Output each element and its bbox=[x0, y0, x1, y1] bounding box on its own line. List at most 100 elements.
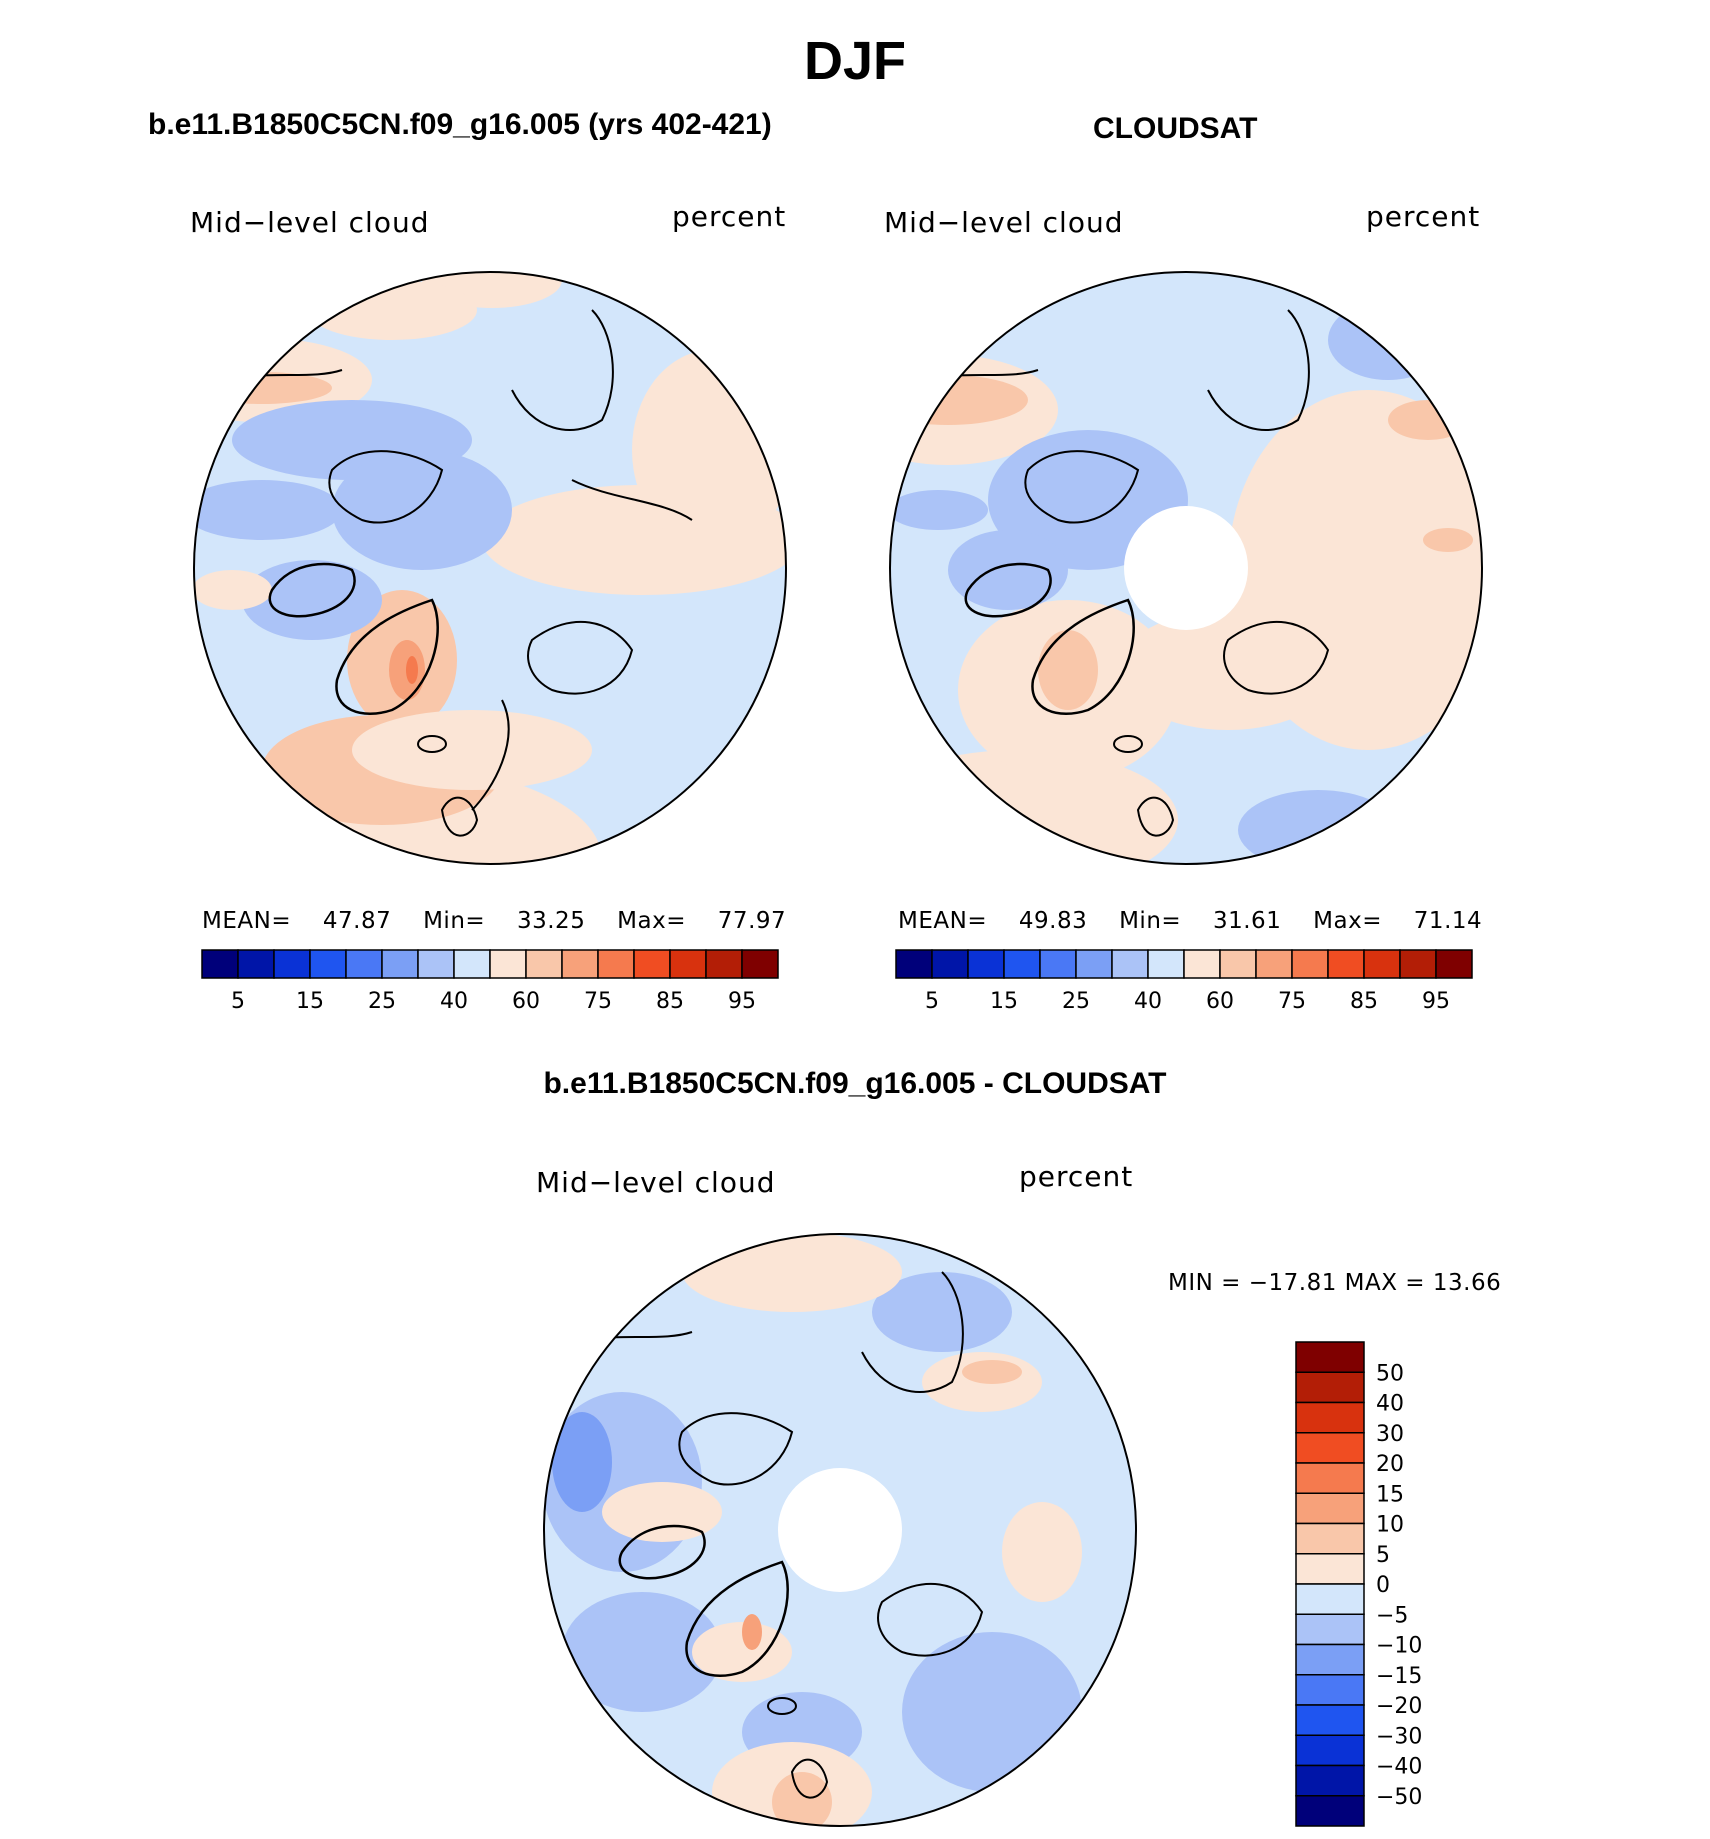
obs-mean-label: MEAN= bbox=[898, 908, 988, 934]
obs-colorbar-swatch bbox=[1039, 949, 1077, 979]
diff-colorbar-tick-label: −15 bbox=[1376, 1664, 1422, 1689]
obs-colorbar-swatch bbox=[931, 949, 969, 979]
model-colorbar-tick-label: 85 bbox=[656, 989, 684, 1014]
diff-colorbar-swatch bbox=[1295, 1734, 1365, 1767]
diff-colorbar-tick-label: −40 bbox=[1376, 1755, 1422, 1780]
diff-polar-map bbox=[543, 1233, 1137, 1827]
model-colorbar-swatch bbox=[273, 949, 311, 979]
diff-colorbar-swatch bbox=[1295, 1553, 1365, 1585]
model-colorbar-tick-label: 95 bbox=[728, 989, 756, 1014]
diff-colorbar-tick-label: 15 bbox=[1376, 1482, 1404, 1507]
diff-colorbar-swatch bbox=[1295, 1462, 1365, 1494]
obs-colorbar-tick-label: 40 bbox=[1134, 989, 1162, 1014]
model-colorbar-tick-label: 5 bbox=[231, 989, 245, 1014]
model-colorbar-swatch bbox=[561, 949, 599, 979]
diff-colorbar-tick-label: −5 bbox=[1376, 1603, 1408, 1628]
obs-max-label: Max= bbox=[1313, 908, 1382, 934]
model-stats: MEAN= 47.87 Min= 33.25 Max= 77.97 bbox=[202, 908, 786, 934]
model-colorbar-swatch bbox=[309, 949, 347, 979]
obs-min-label: Min= bbox=[1119, 908, 1182, 934]
model-units-label: percent bbox=[672, 200, 787, 233]
obs-colorbar-swatch bbox=[895, 949, 933, 979]
obs-colorbar-swatch bbox=[1111, 949, 1149, 979]
obs-colorbar-swatch bbox=[1327, 949, 1365, 979]
model-colorbar-swatch bbox=[633, 949, 671, 979]
diff-colorbar-swatch bbox=[1295, 1583, 1365, 1615]
model-colorbar-tick-label: 60 bbox=[512, 989, 540, 1014]
model-colorbar: 5 15 25 40 60 75 85 95 bbox=[201, 949, 779, 1014]
diff-colorbar-swatch bbox=[1295, 1704, 1365, 1736]
model-colorbar-tick-label: 75 bbox=[584, 989, 612, 1014]
obs-colorbar-swatch bbox=[1147, 949, 1185, 979]
obs-colorbar-tick-label: 60 bbox=[1206, 989, 1234, 1014]
model-max-label: Max= bbox=[617, 908, 686, 934]
model-colorbar-swatch bbox=[417, 949, 455, 979]
diff-colorbar-swatch bbox=[1295, 1371, 1365, 1404]
obs-colorbar-tick-label: 5 bbox=[925, 989, 939, 1014]
obs-colorbar-tick-label: 85 bbox=[1350, 989, 1378, 1014]
obs-variable-label: Mid−level cloud bbox=[884, 206, 1124, 239]
main-title: DJF bbox=[803, 31, 906, 91]
obs-colorbar-swatch bbox=[1219, 949, 1257, 979]
diff-minmax: MIN = −17.81 MAX = 13.66 bbox=[1168, 1270, 1502, 1296]
model-min-label: Min= bbox=[423, 908, 486, 934]
obs-colorbar-swatch bbox=[1255, 949, 1293, 979]
obs-colorbar-tick-label: 15 bbox=[990, 989, 1018, 1014]
model-mean-label: MEAN= bbox=[202, 908, 292, 934]
diff-colorbar-swatch bbox=[1295, 1643, 1365, 1676]
obs-colorbar-swatch bbox=[1075, 949, 1113, 979]
diff-colorbar-tick-label: −10 bbox=[1376, 1634, 1422, 1659]
model-colorbar-swatch bbox=[489, 949, 527, 979]
obs-min-value: 31.61 bbox=[1212, 908, 1282, 934]
model-colorbar-swatch bbox=[669, 949, 707, 979]
model-panel-title: b.e11.B1850C5CN.f09_g16.005 (yrs 402-421… bbox=[148, 108, 772, 141]
model-polar-map bbox=[193, 271, 787, 865]
diff-colorbar-swatch bbox=[1295, 1522, 1365, 1555]
model-colorbar-tick-label: 25 bbox=[368, 989, 396, 1014]
obs-units-label: percent bbox=[1366, 200, 1481, 233]
diff-panel-title: b.e11.B1850C5CN.f09_g16.005 - CLOUDSAT bbox=[543, 1067, 1167, 1100]
model-colorbar-swatch bbox=[381, 949, 419, 979]
diff-colorbar-tick-label: 0 bbox=[1376, 1573, 1390, 1598]
obs-colorbar-tick-label: 25 bbox=[1062, 989, 1090, 1014]
model-colorbar-swatch bbox=[705, 949, 743, 979]
obs-colorbar-swatch bbox=[1291, 949, 1329, 979]
model-colorbar-swatch bbox=[345, 949, 383, 979]
model-colorbar-swatch bbox=[741, 949, 779, 979]
diff-colorbar-swatch bbox=[1295, 1764, 1365, 1797]
model-colorbar-swatch bbox=[525, 949, 563, 979]
diff-colorbar-tick-label: −30 bbox=[1376, 1724, 1422, 1749]
obs-colorbar-tick-label: 75 bbox=[1278, 989, 1306, 1014]
model-min-value: 33.25 bbox=[516, 908, 586, 934]
obs-stats: MEAN= 49.83 Min= 31.61 Max= 71.14 bbox=[898, 908, 1482, 934]
diff-colorbar-tick-label: 20 bbox=[1376, 1452, 1404, 1477]
model-colorbar-swatch bbox=[201, 949, 239, 979]
model-colorbar-tick-label: 15 bbox=[296, 989, 324, 1014]
obs-colorbar-swatch bbox=[1183, 949, 1221, 979]
diff-colorbar-swatch bbox=[1295, 1341, 1365, 1373]
diff-units-label: percent bbox=[1019, 1160, 1134, 1193]
diff-colorbar-swatch bbox=[1295, 1674, 1365, 1706]
model-mean-value: 47.87 bbox=[322, 908, 392, 934]
diff-colorbar-swatch bbox=[1295, 1492, 1365, 1525]
model-variable-label: Mid−level cloud bbox=[190, 206, 430, 239]
model-max-value: 77.97 bbox=[717, 908, 787, 934]
obs-max-value: 71.14 bbox=[1413, 908, 1483, 934]
diff-colorbar-swatch bbox=[1295, 1795, 1365, 1827]
diff-colorbar-tick-label: 40 bbox=[1376, 1392, 1404, 1417]
obs-mean-value: 49.83 bbox=[1018, 908, 1088, 934]
obs-colorbar-tick-label: 95 bbox=[1422, 989, 1450, 1014]
diff-colorbar-tick-label: 10 bbox=[1376, 1513, 1404, 1538]
diff-variable-label: Mid−level cloud bbox=[536, 1166, 776, 1199]
obs-polar-map bbox=[889, 271, 1483, 865]
diff-colorbar-tick-label: 30 bbox=[1376, 1422, 1404, 1447]
obs-colorbar-swatch bbox=[1363, 949, 1401, 979]
diff-colorbar-swatch bbox=[1295, 1613, 1365, 1646]
obs-colorbar-swatch bbox=[967, 949, 1005, 979]
obs-colorbar-swatch bbox=[1435, 949, 1473, 979]
diff-colorbar-tick-label: −20 bbox=[1376, 1694, 1422, 1719]
obs-panel-title: CLOUDSAT bbox=[1093, 112, 1258, 145]
diff-colorbar-tick-label: −50 bbox=[1376, 1785, 1422, 1810]
model-colorbar-swatch bbox=[237, 949, 275, 979]
